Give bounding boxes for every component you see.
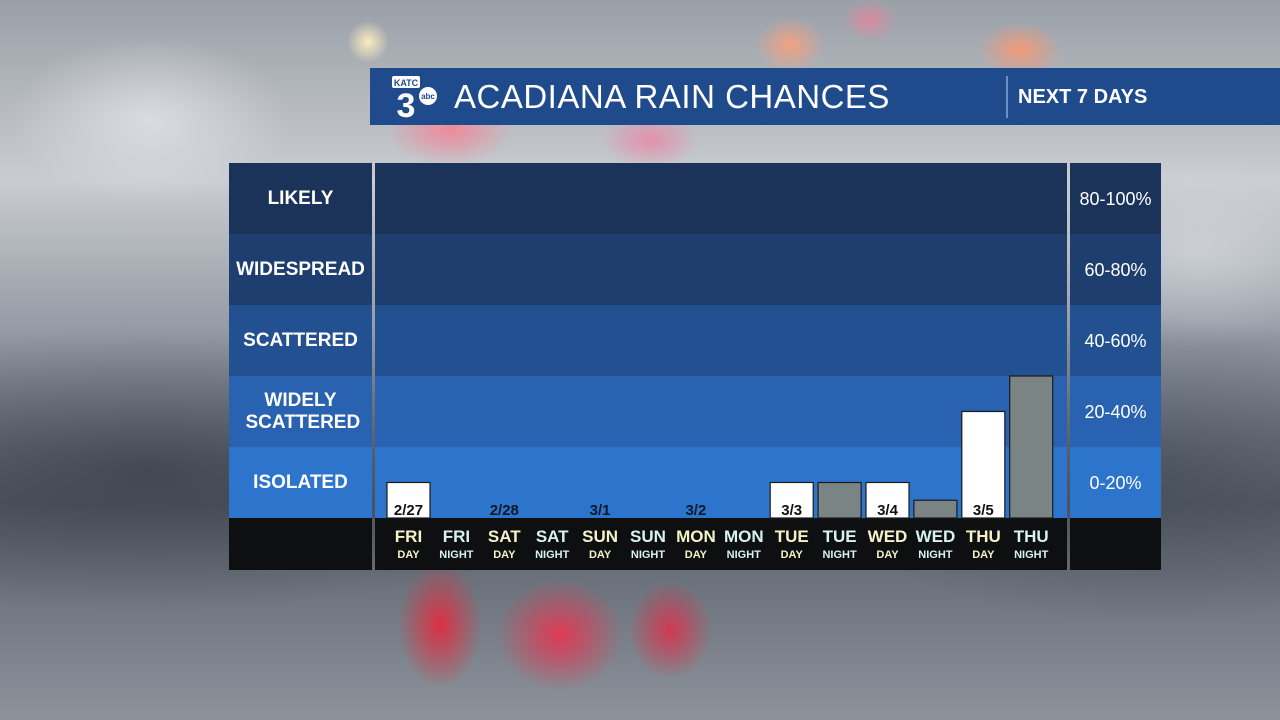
range-label-20-40: 20-40% [1070, 376, 1161, 447]
rain-chance-chart: 2/27 FRI DAY FRI NIGHT 2/28 SAT DAY SAT NIGHT 3/1 S… [375, 163, 1067, 570]
svg-text:3: 3 [397, 87, 416, 120]
period-part-label-sun-night: NIGHT [631, 549, 666, 561]
range-label-80-100: 80-100% [1070, 163, 1161, 234]
category-label-widespread: WIDESPREAD [229, 234, 372, 305]
period-day-label-wed-night: WED [916, 527, 956, 546]
date-label-thu: 3/5 [973, 502, 994, 519]
range-label-60-80: 60-80% [1070, 234, 1161, 305]
chart-band-widespread [375, 234, 1067, 305]
period-part-label-wed-night: NIGHT [918, 549, 953, 561]
period-part-label-tue-day: DAY [781, 549, 804, 561]
chart-band-likely [375, 163, 1067, 234]
bar-thu-day [961, 410, 1006, 519]
period-day-label-mon-day: MON [676, 527, 716, 546]
rain-chance-chart-svg: 2/27 FRI DAY FRI NIGHT 2/28 SAT DAY SAT NIGHT 3/1 S… [375, 163, 1067, 570]
period-part-label-wed-day: DAY [876, 549, 899, 561]
header-divider [1006, 76, 1008, 118]
period-part-label-tue-night: NIGHT [822, 549, 857, 561]
period-part-label-thu-day: DAY [972, 549, 995, 561]
date-label-tue: 3/3 [781, 502, 802, 519]
date-label-mon: 3/2 [685, 502, 706, 519]
katc-abc-logo-icon: KATC 3 abc [392, 76, 437, 120]
percent-ranges: 80-100% 60-80% 40-60% 20-40% 0-20% [1070, 163, 1161, 570]
period-part-label-mon-night: NIGHT [727, 549, 762, 561]
chart-band-scattered [375, 305, 1067, 376]
chart-band-widely-scattered [375, 376, 1067, 447]
header-banner: KATC 3 abc ACADIANA RAIN CHANCES NEXT 7 … [370, 68, 1280, 125]
period-part-label-mon-day: DAY [685, 549, 708, 561]
period-day-label-sun-night: SUN [630, 527, 666, 546]
period-part-label-thu-night: NIGHT [1014, 549, 1048, 561]
bar-tue-night [817, 481, 862, 519]
period-part-label-sat-night: NIGHT [535, 549, 570, 561]
left-footer-cell [229, 518, 372, 570]
category-label-scattered: SCATTERED [229, 305, 372, 376]
period-day-label-tue-day: TUE [775, 527, 809, 546]
period-day-label-tue-night: TUE [823, 527, 857, 546]
period-part-label-fri-day: DAY [397, 549, 420, 561]
period-part-label-sat-day: DAY [493, 549, 516, 561]
period-day-label-thu-day: THU [966, 527, 1001, 546]
range-label-40-60: 40-60% [1070, 305, 1161, 376]
period-day-label-wed-day: WED [868, 527, 908, 546]
period-day-label-sat-day: SAT [488, 527, 521, 546]
header-subtitle: NEXT 7 DAYS [1018, 86, 1148, 108]
bar-tue-day [769, 481, 814, 519]
date-label-sat: 2/28 [490, 502, 519, 519]
category-label-widely-scattered: WIDELY SCATTERED [229, 376, 372, 447]
category-labels: LIKELY WIDESPREAD SCATTERED WIDELY SCATT… [229, 163, 372, 570]
period-part-label-fri-night: NIGHT [439, 549, 474, 561]
period-day-label-sun-day: SUN [582, 527, 618, 546]
period-day-label-fri-night: FRI [443, 527, 470, 546]
category-label-likely: LIKELY [229, 163, 372, 234]
date-label-sun: 3/1 [590, 502, 611, 519]
period-day-label-thu-night: THU [1014, 527, 1049, 546]
period-label-footer [375, 518, 1067, 570]
period-day-label-sat-night: SAT [536, 527, 569, 546]
period-part-label-sun-day: DAY [589, 549, 612, 561]
right-footer-cell [1070, 518, 1161, 570]
bar-thu-night [1009, 375, 1054, 519]
range-label-0-20: 0-20% [1070, 447, 1161, 518]
svg-text:KATC: KATC [394, 78, 419, 88]
period-day-label-mon-night: MON [724, 527, 764, 546]
period-day-label-fri-day: FRI [395, 527, 422, 546]
date-label-fri: 2/27 [394, 502, 423, 519]
category-label-isolated: ISOLATED [229, 447, 372, 518]
page-title: ACADIANA RAIN CHANCES [454, 78, 890, 115]
bar-wed-day [865, 481, 910, 519]
bar-wed-night [913, 499, 958, 519]
date-label-wed: 3/4 [877, 502, 899, 519]
bar-fri-day [386, 481, 431, 519]
svg-text:abc: abc [421, 92, 435, 101]
